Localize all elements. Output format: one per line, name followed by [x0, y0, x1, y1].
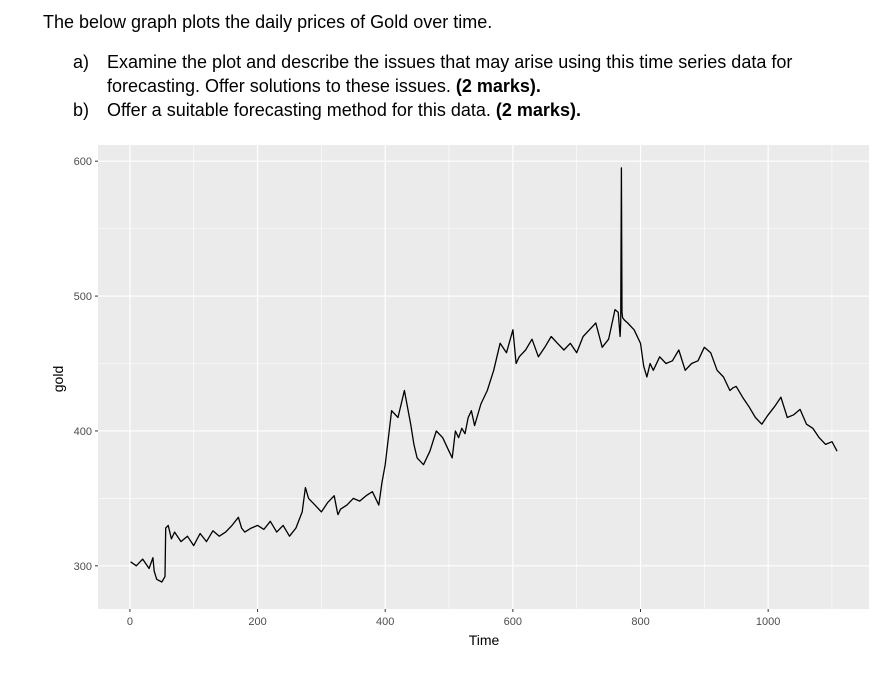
gold-price-line [130, 167, 838, 583]
question-b-text: Offer a suitable forecasting method for … [107, 100, 491, 120]
y-tick-label: 300 [74, 561, 92, 573]
question-a-marks: (2 marks). [455, 76, 541, 96]
x-tick-label: 400 [376, 616, 394, 628]
question-list: a) Examine the plot and describe the iss… [73, 50, 853, 122]
question-b: b) Offer a suitable forecasting method f… [73, 98, 853, 122]
question-a-text: Examine the plot and describe the issues… [107, 52, 793, 96]
x-tick-label: 600 [504, 616, 522, 628]
question-b-marks: (2 marks). [495, 100, 581, 120]
intro-text: The below graph plots the daily prices o… [43, 12, 493, 32]
y-tick-label: 600 [74, 156, 92, 168]
x-tick-label: 1000 [756, 616, 780, 628]
x-tick-label: 200 [248, 616, 266, 628]
y-tick-label: 500 [74, 291, 92, 303]
question-a-label: a) [73, 52, 90, 72]
y-axis-title: gold [50, 366, 66, 392]
x-axis-title: Time [469, 632, 500, 648]
y-tick-label: 400 [74, 426, 92, 438]
x-tick-label: 0 [127, 616, 133, 628]
x-tick-label: 800 [631, 616, 649, 628]
question-a: a) Examine the plot and describe the iss… [73, 50, 853, 98]
question-b-label: b) [73, 100, 90, 120]
plot-panel [98, 145, 869, 609]
